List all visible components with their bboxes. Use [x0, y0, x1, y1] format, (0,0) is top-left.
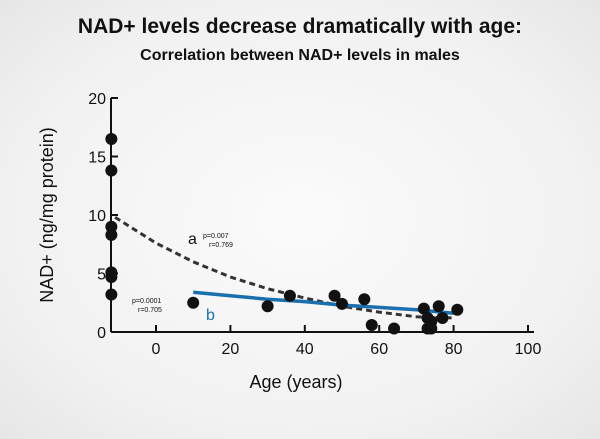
chart-title: NAD+ levels decrease dramatically with a… — [77, 15, 523, 38]
data-point — [105, 271, 118, 284]
x-axis-label: Age (years) — [249, 372, 342, 392]
data-point — [105, 288, 118, 301]
fit-curve-b — [193, 290, 454, 316]
data-point — [283, 289, 296, 302]
data-point — [358, 293, 371, 306]
y-axis-label: NAD+ (ng/mg protein) — [37, 127, 57, 303]
y-tick-label: 5 — [97, 267, 106, 284]
data-point — [432, 300, 445, 313]
data-point — [328, 289, 341, 302]
fit-a-r: r=0.769 — [209, 242, 233, 249]
data-point — [417, 302, 430, 315]
x-tick-label: 60 — [370, 341, 388, 358]
data-point — [425, 322, 438, 335]
fit-curve-a — [114, 216, 454, 320]
data-point — [105, 132, 118, 145]
fit-b-p: p=0.0001 — [132, 298, 161, 305]
y-tick-label: 20 — [88, 91, 106, 108]
data-point — [105, 164, 118, 177]
x-tick-label: 40 — [296, 341, 314, 358]
x-tick-label: 20 — [222, 341, 240, 358]
y-tick-label: 0 — [97, 325, 106, 342]
data-point — [365, 318, 378, 331]
data-point — [336, 297, 348, 310]
fit-a-p: p=0.007 — [203, 233, 229, 240]
x-tick-label: 0 — [152, 341, 161, 358]
y-tick-label: 10 — [88, 208, 106, 225]
x-tick-label: 100 — [515, 341, 542, 358]
chart-subtitle: Correlation between NAD+ levels in males — [140, 47, 460, 64]
data-point — [261, 300, 274, 313]
y-tick-label: 15 — [88, 150, 106, 167]
fit-a-label: a — [188, 231, 197, 248]
data-point — [388, 322, 401, 335]
data-point — [451, 303, 464, 316]
data-point — [436, 311, 449, 324]
data-point — [187, 296, 200, 309]
data-point — [105, 228, 118, 241]
x-tick-label: 80 — [445, 341, 463, 358]
fit-b-r: r=0.705 — [138, 307, 162, 314]
fit-b-label: b — [206, 307, 215, 324]
